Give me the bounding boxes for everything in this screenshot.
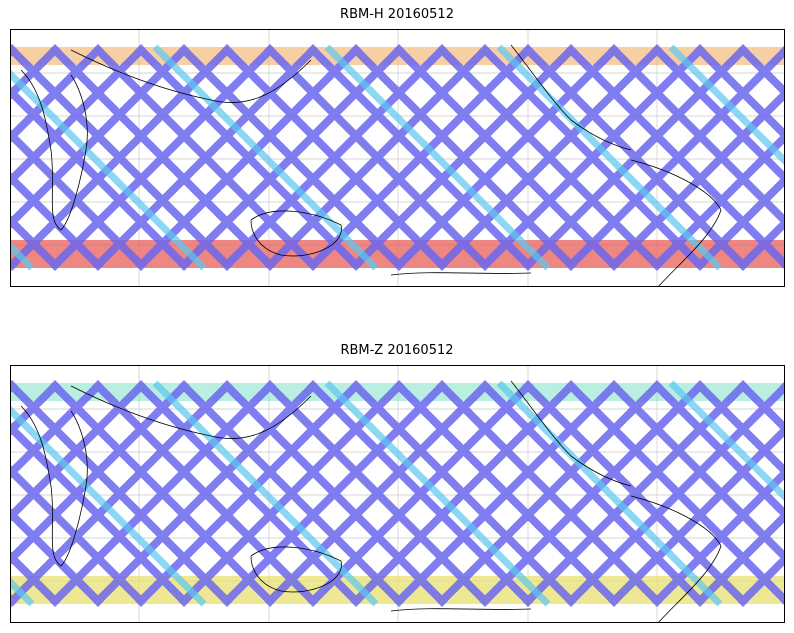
descending-track [393,44,620,271]
descending-track [92,380,319,607]
ascending-track [11,508,104,607]
descending-track [565,46,784,271]
map-rbm-h [10,29,785,287]
ground-tracks-light [11,380,784,607]
coastline [250,210,342,257]
coastline [390,272,532,276]
descending-track [11,44,147,186]
descending-track [479,380,706,607]
descending-track [694,175,784,271]
descending-track [135,44,362,271]
coastline [630,495,722,622]
descending-track [737,554,784,607]
descending-track [694,511,784,607]
coastline [70,49,312,103]
ascending-track [737,44,784,97]
map-rbm-z [10,365,785,623]
descending-track [264,380,491,607]
coastline [250,546,342,593]
descending-track [737,218,784,271]
descending-track [135,380,362,607]
ascending-track [737,380,784,433]
descending-track [651,468,784,607]
ascending-track-light [496,380,723,607]
descending-track [307,44,534,271]
ascending-track-light [152,380,379,607]
descending-track [11,380,104,479]
descending-track [565,382,784,607]
descending-track [92,44,319,271]
coastline [510,44,632,151]
ascending-track-light [324,44,551,271]
descending-track [221,44,448,271]
descending-track [479,44,706,271]
ground-tracks [11,380,784,607]
ascending-track-light [668,44,784,165]
ascending-track-light [11,70,207,271]
ground-tracks-light [11,44,784,271]
coastline [20,69,88,231]
coastline [630,159,722,286]
coastline [70,385,312,439]
descending-track [436,380,663,607]
ground-tracks [11,44,784,271]
descending-track [436,44,663,271]
ascending-track [11,551,61,607]
descending-track [307,380,534,607]
descending-track [608,89,784,271]
descending-track [49,44,276,271]
descending-track [393,380,620,607]
panel-title-rbm-z: RBM-Z 20160512 [340,343,454,358]
descending-track [11,44,104,143]
ascending-track-light [668,380,784,501]
coastlines [20,380,722,622]
descending-track [221,380,448,607]
ascending-track-light [11,406,207,607]
descending-track [49,380,276,607]
ascending-track [11,215,61,271]
ascending-track-light [496,44,723,271]
coastline [510,380,632,487]
descending-track [11,380,147,522]
ascending-track [694,380,784,476]
ascending-track-light [152,44,379,271]
map-canvas-rbm-z [11,366,784,622]
ascending-track [11,172,104,271]
ascending-track-light [324,380,551,607]
map-canvas-rbm-h [11,30,784,286]
coastline [20,405,88,567]
panel-title-rbm-h: RBM-H 20160512 [340,7,454,22]
ascending-track [694,44,784,140]
descending-track [651,132,784,271]
coastline [390,608,532,612]
descending-track [608,425,784,607]
coastlines [20,44,722,286]
descending-track [264,44,491,271]
